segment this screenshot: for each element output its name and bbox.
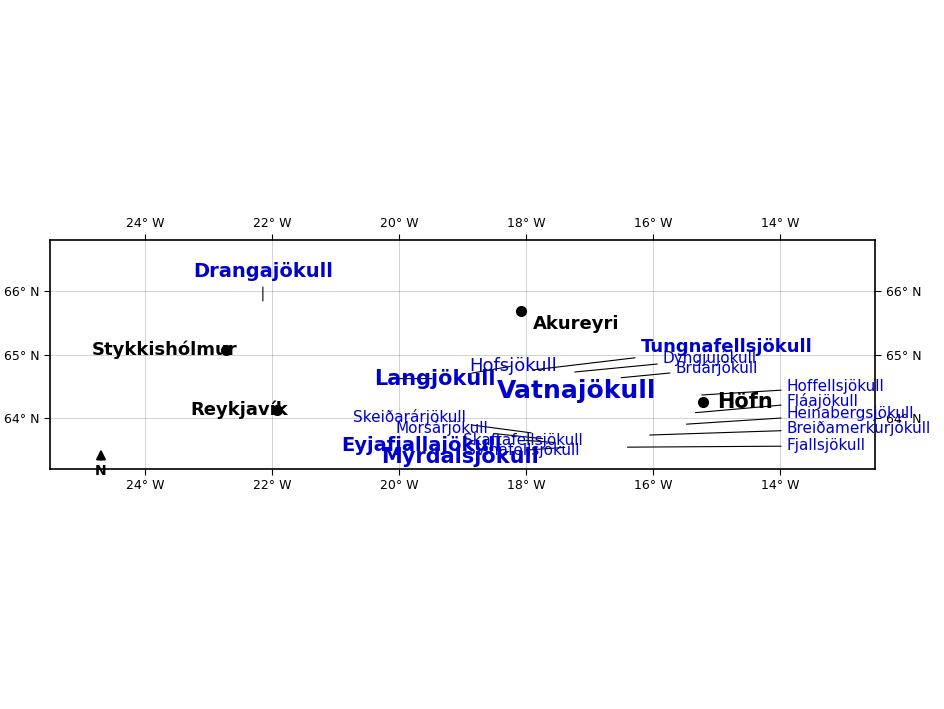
Text: Drangajökull: Drangajökull [193, 262, 332, 301]
Text: Akureyri: Akureyri [532, 315, 618, 333]
Text: Stykkishólmur: Stykkishólmur [92, 341, 237, 359]
Text: Hoffellsjökull: Hoffellsjökull [701, 379, 884, 395]
Text: Mýrdalsjökull: Mýrdalsjökull [380, 445, 538, 467]
Text: Langjökull: Langjökull [374, 369, 495, 389]
Text: N: N [95, 464, 107, 479]
Text: Höfn: Höfn [716, 392, 771, 412]
Text: Fjallsjökull: Fjallsjökull [627, 438, 865, 454]
Text: Fláajökull: Fláajökull [695, 393, 857, 413]
Text: Vatnajökull: Vatnajökull [497, 379, 656, 403]
Text: Heinabergsjökull: Heinabergsjökull [685, 406, 913, 424]
Text: Skeiðarárjökull: Skeiðarárjökull [353, 408, 531, 433]
Text: Hofsjökull: Hofsjökull [468, 357, 556, 375]
Text: Breiðamerkurjökull: Breiðamerkurjökull [649, 420, 930, 435]
Text: Brúárjökull: Brúárjökull [620, 360, 757, 378]
Text: Morsárjökull: Morsárjökull [395, 420, 542, 439]
Text: Dyngjujökull: Dyngjujökull [574, 352, 756, 372]
Text: Reykjavík: Reykjavík [191, 401, 288, 419]
Text: Eyjafjallajökull: Eyjafjallajökull [341, 437, 501, 455]
Text: Tungnafellsjökull: Tungnafellsjökull [531, 338, 812, 370]
Text: Skaftafellsjökull: Skaftafellsjökull [463, 432, 582, 447]
Text: Svínafellsjökull: Svínafellsjökull [466, 442, 580, 458]
